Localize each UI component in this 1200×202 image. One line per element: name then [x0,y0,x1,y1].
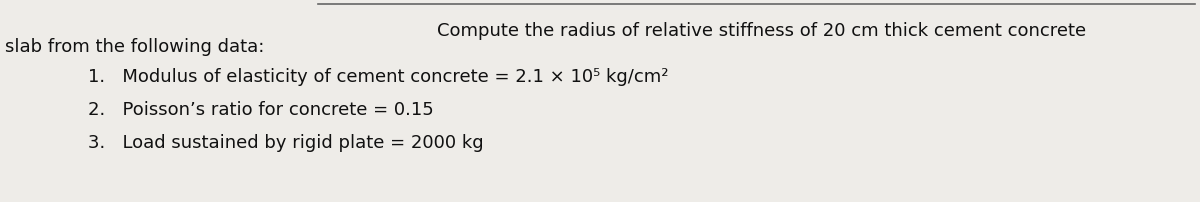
Text: 3.   Load sustained by rigid plate = 2000 kg: 3. Load sustained by rigid plate = 2000 … [88,133,484,151]
Text: Compute the radius of relative stiffness of 20 cm thick cement concrete: Compute the radius of relative stiffness… [438,22,1086,40]
Text: 2.   Poisson’s ratio for concrete = 0.15: 2. Poisson’s ratio for concrete = 0.15 [88,101,433,118]
Text: slab from the following data:: slab from the following data: [5,38,264,56]
Text: 1.   Modulus of elasticity of cement concrete = 2.1 × 10⁵ kg/cm²: 1. Modulus of elasticity of cement concr… [88,68,668,86]
